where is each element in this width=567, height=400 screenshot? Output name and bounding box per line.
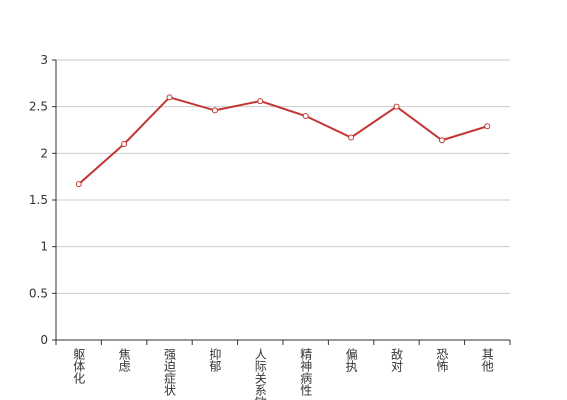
x-tick-label: 精神病性 <box>299 348 313 397</box>
point <box>166 94 173 101</box>
point <box>484 123 491 130</box>
y-tick-label: 1 <box>40 240 48 254</box>
point <box>75 181 82 188</box>
y-tick-label: 1.5 <box>29 193 48 207</box>
y-tick-label: 2 <box>40 146 48 160</box>
y-tick-label: 2.5 <box>29 100 48 114</box>
point <box>438 137 445 144</box>
x-tick-label: 强迫症状 <box>163 348 177 396</box>
point <box>121 141 128 147</box>
x-tick-label: 焦虑 <box>117 348 131 372</box>
x-tick-label: 抑郁 <box>208 347 222 373</box>
point <box>211 107 218 114</box>
x-tick-label: 恐怖 <box>435 348 449 372</box>
x-tick-label: 躯体化 <box>72 347 86 385</box>
point <box>348 134 355 141</box>
x-tick-label: 敌对 <box>390 347 404 372</box>
point <box>302 113 309 119</box>
point <box>393 103 400 110</box>
x-tick-label: 人际关系敏感 <box>253 348 267 400</box>
y-tick-label: 0 <box>40 333 48 347</box>
y-tick-label: 0.5 <box>29 286 48 300</box>
x-tick-label: 其他 <box>480 348 494 372</box>
x-tick-label: 偏执 <box>344 347 358 373</box>
y-tick-label: 3 <box>40 53 48 67</box>
point <box>257 98 264 105</box>
line <box>78 96 488 185</box>
